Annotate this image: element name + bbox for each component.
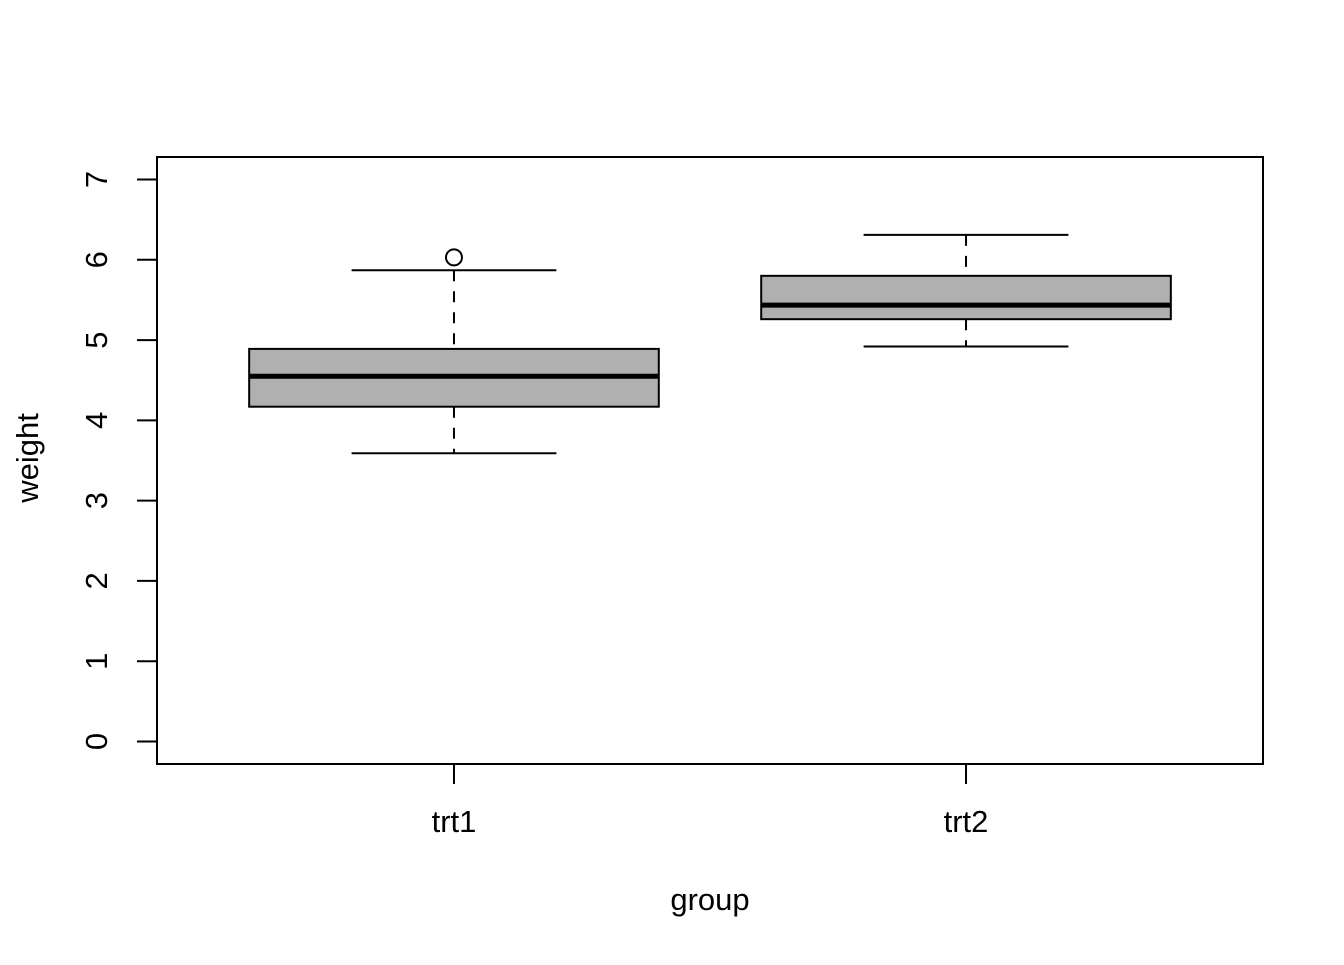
y-tick-label: 0 <box>79 733 114 750</box>
iqr-box-trt2 <box>760 274 1172 321</box>
axis-ticks: 0 1 2 3 4 5 6 7 trt1 trt2 <box>79 171 988 839</box>
y-tick-label: 3 <box>79 492 114 509</box>
x-axis-label: group <box>670 882 749 917</box>
outlier-point-trt1 <box>444 248 463 267</box>
box-series <box>248 233 1172 455</box>
y-tick-label: 7 <box>79 171 114 188</box>
y-tick-label: 5 <box>79 331 114 348</box>
plot-frame <box>156 156 1264 765</box>
y-tick-label: 2 <box>79 572 114 589</box>
y-tick-label: 1 <box>79 653 114 670</box>
y-axis-label: weight <box>10 413 45 504</box>
y-tick-label: 6 <box>79 251 114 268</box>
x-tick-label: trt2 <box>944 804 989 839</box>
x-tick-label: trt1 <box>432 804 477 839</box>
y-tick-label: 4 <box>79 412 114 429</box>
